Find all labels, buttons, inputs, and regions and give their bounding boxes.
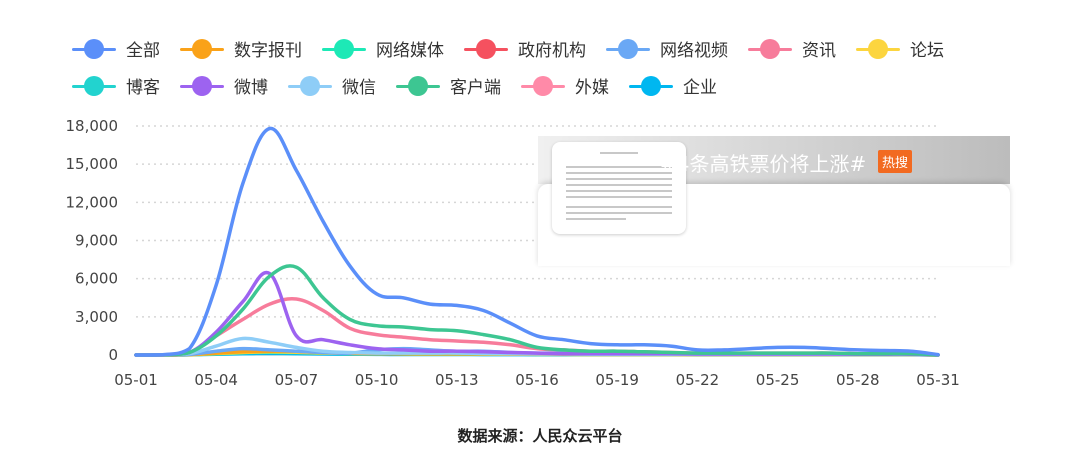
legend-item[interactable]: 数字报刊 [178,36,302,61]
legend-label: 数字报刊 [234,41,302,61]
hot-search-popup[interactable]: #4条高铁票价将上涨# 热搜 [538,136,1010,266]
legend-item[interactable]: 网络视频 [604,36,728,61]
legend-swatch-icon [178,75,226,96]
y-axis: 0 3,000 6,000 9,000 12,000 15,000 18,000 [66,117,119,364]
legend-swatch-icon [286,75,334,96]
legend-swatch-icon [178,38,226,59]
legend-item[interactable]: 全部 [70,36,160,61]
y-tick-label: 0 [108,346,118,364]
legend-label: 微博 [234,78,268,98]
legend-label: 资讯 [802,41,836,61]
x-tick-label: 05-22 [676,371,720,389]
legend-item[interactable]: 网络媒体 [320,36,444,61]
x-tick-label: 05-31 [916,371,960,389]
legend-label: 政府机构 [518,41,586,61]
legend-swatch-icon [627,75,675,96]
y-tick-label: 15,000 [66,155,119,173]
legend-label: 网络视频 [660,41,728,61]
legend-row: 博客 微博 微信 客户端 外媒 企业 [70,67,990,104]
x-axis: 05-01 05-04 05-07 05-10 05-13 05-16 05-19 05-22… [114,371,960,389]
legend-swatch-icon [394,75,442,96]
legend-label: 客户端 [450,78,501,98]
x-tick-label: 05-28 [836,371,880,389]
legend-swatch-icon [462,38,510,59]
y-tick-label: 9,000 [75,232,118,250]
series-line[interactable] [134,264,940,357]
x-tick-label: 05-10 [355,371,399,389]
legend-item[interactable]: 外媒 [519,73,609,98]
x-tick-label: 05-01 [114,371,158,389]
legend-swatch-icon [854,38,902,59]
chart-legend: 全部 数字报刊 网络媒体 政府机构 网络视频 资讯 论坛博客 微博 微信 客户端 外媒 企业 [70,30,990,104]
data-source-note: 数据来源：人民众云平台 [457,427,623,445]
x-tick-label: 05-07 [275,371,319,389]
series-lines [134,126,940,357]
legend-item[interactable]: 论坛 [854,36,944,61]
x-tick-label: 05-16 [515,371,559,389]
legend-item[interactable]: 客户端 [394,73,501,98]
legend-label: 外媒 [575,78,609,98]
y-tick-label: 3,000 [75,308,118,326]
popup-title: #4条高铁票价将上涨# [660,152,867,176]
legend-item[interactable]: 微博 [178,73,268,98]
x-tick-label: 05-13 [435,371,479,389]
legend-label: 全部 [126,41,160,61]
x-tick-label: 05-25 [756,371,800,389]
hot-badge: 热搜 [878,150,913,173]
legend-row: 全部 数字报刊 网络媒体 政府机构 网络视频 资讯 论坛 [70,30,990,67]
x-tick-label: 05-04 [194,371,238,389]
legend-item[interactable]: 微信 [286,73,376,98]
y-tick-label: 12,000 [66,193,119,211]
legend-swatch-icon [70,75,118,96]
legend-label: 博客 [126,78,160,98]
y-tick-label: 6,000 [75,270,118,288]
series-line[interactable] [134,270,940,357]
y-tick-label: 18,000 [66,117,119,135]
legend-label: 网络媒体 [376,41,444,61]
legend-item[interactable]: 博客 [70,73,160,98]
x-tick-label: 05-19 [595,371,639,389]
legend-item[interactable]: 企业 [627,73,717,98]
legend-item[interactable]: 政府机构 [462,36,586,61]
document-thumbnail [552,142,686,234]
legend-swatch-icon [604,38,652,59]
legend-swatch-icon [70,38,118,59]
series-line[interactable] [134,126,940,357]
legend-swatch-icon [320,38,368,59]
legend-swatch-icon [746,38,794,59]
legend-item[interactable]: 资讯 [746,36,836,61]
legend-label: 论坛 [910,41,944,61]
legend-label: 企业 [683,78,717,98]
legend-swatch-icon [519,75,567,96]
legend-label: 微信 [342,78,376,98]
